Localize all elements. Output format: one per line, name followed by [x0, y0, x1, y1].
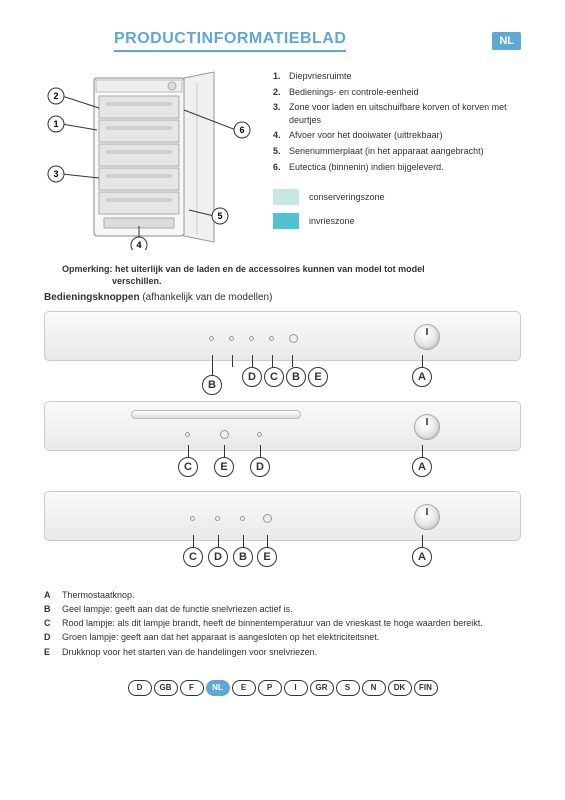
- language-pill[interactable]: D: [128, 680, 152, 696]
- language-pill[interactable]: S: [336, 680, 360, 696]
- language-pill[interactable]: F: [180, 680, 204, 696]
- definition-item: AThermostaatknop.: [44, 589, 521, 601]
- product-diagram: 2 1 3 4 5 6: [44, 70, 259, 250]
- svg-text:4: 4: [136, 240, 141, 250]
- callouts-panel-3: C D B E A: [44, 547, 521, 575]
- callouts-panel-1: B D C B E A: [44, 367, 521, 395]
- header: PRODUCTINFORMATIEBLAD NL: [44, 30, 521, 52]
- language-pill[interactable]: N: [362, 680, 386, 696]
- callout-d: D: [242, 367, 262, 387]
- lamp-icon: [215, 516, 220, 521]
- svg-text:3: 3: [53, 169, 58, 179]
- language-pill[interactable]: GB: [154, 680, 178, 696]
- control-definitions: AThermostaatknop. BGeel lampje: geeft aan…: [44, 589, 521, 658]
- zone-freeze: invrieszone: [273, 213, 521, 229]
- parts-legend-item: 1.Diepvriesruimte: [273, 70, 521, 83]
- push-button-icon: [289, 334, 298, 343]
- parts-legend-item: 3.Zone voor laden en uitschuifbare korve…: [273, 101, 521, 126]
- control-panel-2: [44, 401, 521, 451]
- language-badge: NL: [492, 32, 521, 50]
- zone-label: invrieszone: [309, 215, 355, 228]
- language-pill[interactable]: E: [232, 680, 256, 696]
- language-selector: DGBFNLEPIGRSNDKFIN: [44, 680, 521, 696]
- language-pill[interactable]: GR: [310, 680, 334, 696]
- parts-legend-item: 5.Serienummerplaat (in het apparaat aang…: [273, 145, 521, 158]
- swatch-freeze: [273, 213, 299, 229]
- callout-d: D: [208, 547, 228, 567]
- callout-e: E: [257, 547, 277, 567]
- callout-a: A: [412, 367, 432, 387]
- lamp-icon: [240, 516, 245, 521]
- callout-a: A: [412, 547, 432, 567]
- definition-item: EDrukknop voor het starten van de handel…: [44, 646, 521, 658]
- lamp-icon: [257, 432, 262, 437]
- callout-b: B: [233, 547, 253, 567]
- control-panel-1: [44, 311, 521, 361]
- parts-legend-item: 6.Eutectica (binnenin) indien bijgelever…: [273, 161, 521, 174]
- definition-item: CRood lampje: als dit lampje brandt, hee…: [44, 617, 521, 629]
- definition-item: BGeel lampje: geeft aan dat de functie s…: [44, 603, 521, 615]
- swatch-conservation: [273, 189, 299, 205]
- zone-conservation: conserveringszone: [273, 189, 521, 205]
- lamp-icon: [229, 336, 234, 341]
- lamp-icon: [269, 336, 274, 341]
- language-pill[interactable]: NL: [206, 680, 230, 696]
- callout-c: C: [264, 367, 284, 387]
- callout-c: C: [183, 547, 203, 567]
- definition-item: DGroen lampje: geeft aan dat het apparaa…: [44, 631, 521, 643]
- thermostat-dial-icon: [414, 414, 440, 440]
- thermostat-dial-icon: [414, 324, 440, 350]
- svg-text:6: 6: [239, 125, 244, 135]
- parts-legend-item: 2.Bedienings- en controle-eenheid: [273, 86, 521, 99]
- push-button-icon: [263, 514, 272, 523]
- callout-a: A: [412, 457, 432, 477]
- language-pill[interactable]: P: [258, 680, 282, 696]
- thermostat-dial-icon: [414, 504, 440, 530]
- handle-icon: [131, 410, 301, 419]
- push-button-icon: [220, 430, 229, 439]
- lamp-icon: [190, 516, 195, 521]
- callout-e: E: [308, 367, 328, 387]
- callout-b: B: [202, 375, 222, 395]
- svg-text:5: 5: [217, 211, 222, 221]
- page-title: PRODUCTINFORMATIEBLAD: [114, 30, 346, 52]
- callout-d: D: [250, 457, 270, 477]
- callout-c: C: [178, 457, 198, 477]
- parts-legend-item: 4.Afvoer voor het dooiwater (uittrekbaar…: [273, 129, 521, 142]
- callouts-panel-2: C E D A: [44, 457, 521, 485]
- parts-legend: 1.Diepvriesruimte 2.Bedienings- en contro…: [273, 70, 521, 250]
- svg-text:2: 2: [53, 91, 58, 101]
- language-pill[interactable]: FIN: [414, 680, 438, 696]
- lamp-icon: [209, 336, 214, 341]
- control-panel-3: [44, 491, 521, 541]
- lamp-icon: [249, 336, 254, 341]
- lamp-icon: [185, 432, 190, 437]
- callout-b2: B: [286, 367, 306, 387]
- language-pill[interactable]: DK: [388, 680, 412, 696]
- controls-subheader: Bedieningsknoppen (afhankelijk van de mo…: [44, 292, 521, 303]
- callout-e: E: [214, 457, 234, 477]
- language-pill[interactable]: I: [284, 680, 308, 696]
- note-line1: Opmerking: het uiterlijk van de laden en…: [62, 264, 521, 274]
- zone-label: conserveringszone: [309, 191, 385, 204]
- svg-text:1: 1: [53, 119, 58, 129]
- note-line2: verschillen.: [112, 276, 521, 286]
